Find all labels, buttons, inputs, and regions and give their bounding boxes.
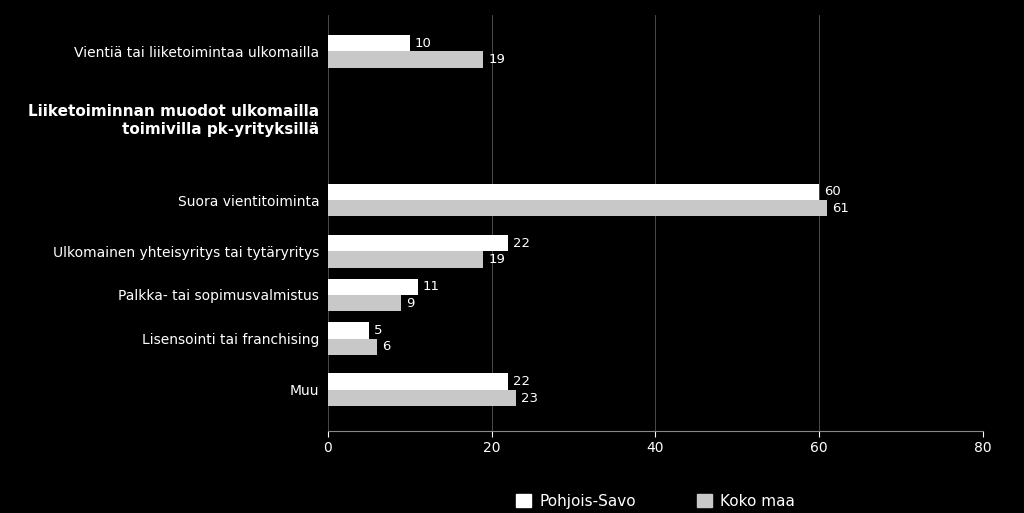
Text: 22: 22 <box>513 375 529 388</box>
Text: 61: 61 <box>833 202 849 215</box>
Text: 6: 6 <box>382 340 390 353</box>
Text: 11: 11 <box>423 280 439 293</box>
Legend: Pohjois-Savo, Koko maa: Pohjois-Savo, Koko maa <box>510 487 801 513</box>
Text: 19: 19 <box>488 53 505 66</box>
Bar <box>328 51 483 68</box>
Text: 5: 5 <box>374 324 382 337</box>
Text: 9: 9 <box>407 297 415 310</box>
Bar <box>328 390 516 406</box>
Bar <box>328 251 483 268</box>
Text: 10: 10 <box>415 36 431 50</box>
Bar <box>328 35 410 51</box>
Bar <box>328 235 508 251</box>
Text: 22: 22 <box>513 236 529 250</box>
Bar <box>328 295 401 311</box>
Bar <box>328 200 827 216</box>
Bar <box>328 279 418 295</box>
Bar <box>328 184 819 200</box>
Bar <box>328 322 369 339</box>
Text: 23: 23 <box>521 391 538 405</box>
Text: 60: 60 <box>824 185 841 199</box>
Bar <box>328 373 508 390</box>
Bar <box>328 339 377 355</box>
Text: 19: 19 <box>488 253 505 266</box>
